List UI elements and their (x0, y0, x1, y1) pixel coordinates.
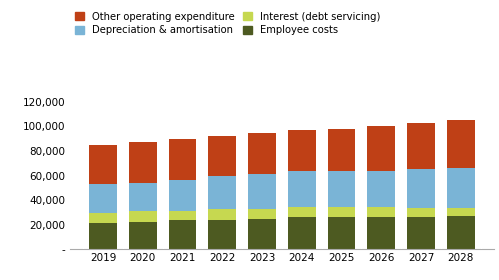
Bar (169, 180, 197, 211)
Bar (288, 217, 316, 249)
Bar (89, 184, 117, 213)
Bar (328, 207, 355, 217)
Bar (129, 183, 157, 211)
Bar (169, 139, 197, 180)
Bar (328, 129, 355, 171)
Bar (367, 207, 395, 217)
Bar (447, 208, 475, 216)
Bar (367, 171, 395, 207)
Bar (129, 211, 157, 221)
Bar (209, 176, 236, 209)
Bar (407, 217, 435, 249)
Bar (209, 136, 236, 176)
Bar (367, 217, 395, 249)
Bar (248, 132, 276, 174)
Bar (209, 220, 236, 249)
Bar (89, 223, 117, 249)
Bar (89, 213, 117, 223)
Bar (367, 127, 395, 171)
Bar (328, 171, 355, 207)
Bar (129, 143, 157, 183)
Bar (248, 209, 276, 218)
Bar (209, 209, 236, 220)
Bar (407, 208, 435, 217)
Bar (248, 174, 276, 209)
Bar (407, 169, 435, 208)
Bar (447, 216, 475, 249)
Bar (89, 145, 117, 184)
Bar (248, 218, 276, 249)
Bar (288, 171, 316, 207)
Bar (288, 129, 316, 171)
Bar (447, 167, 475, 208)
Bar (447, 120, 475, 167)
Bar (129, 221, 157, 249)
Bar (169, 220, 197, 249)
Legend: Other operating expenditure, Depreciation & amortisation, Interest (debt servici: Other operating expenditure, Depreciatio… (75, 11, 380, 35)
Bar (328, 217, 355, 249)
Bar (288, 207, 316, 217)
Bar (169, 211, 197, 220)
Bar (407, 123, 435, 169)
